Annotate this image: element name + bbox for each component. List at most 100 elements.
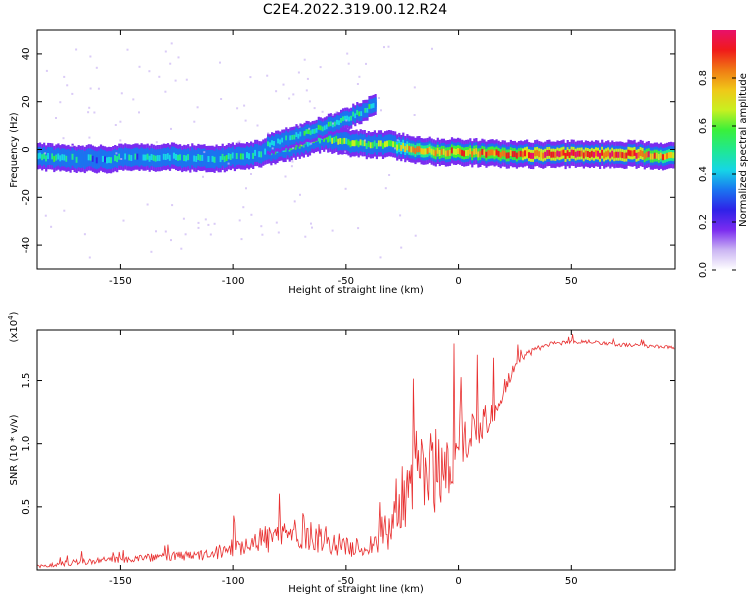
spectral-ridge-cell [485,151,488,158]
spectral-noise-cell [364,139,366,142]
spectral-noise-cell [87,111,90,114]
spectral-noise-cell [132,98,135,101]
spectral-noise-cell [55,117,57,119]
spectral-noise-cell [59,101,62,104]
spectrogram-x-tick-label: -100 [222,276,245,287]
spectral-ridge-cell [59,155,62,162]
spectral-ridge-cell [73,155,76,162]
spectral-ridge-cell [526,149,529,156]
spectrogram-x-tick-label: 0 [455,276,461,287]
spectral-ridge-cell [258,151,261,158]
spectral-branch-cell [370,103,373,109]
spectral-noise-cell [63,75,66,78]
spectral-noise-cell [219,61,221,64]
spectral-ridge-cell [639,150,642,156]
spectral-noise-cell [114,124,117,126]
spectral-ridge-cell [47,153,50,159]
spectral-ridge-cell [128,154,131,161]
spectral-ridge-cell [586,151,590,157]
spectral-ridge-cell [343,137,346,144]
spectral-ridge-cell [341,138,344,145]
spectral-ridge-cell [519,150,523,157]
spectral-ridge-cell [351,140,354,147]
spectral-ridge-cell [461,149,464,156]
spectral-branch-cell [281,137,284,143]
spectral-ridge-cell [244,153,247,160]
spectral-noise-cell [277,231,280,234]
spectral-noise-cell [45,69,48,72]
spectral-branch-cell [299,131,302,137]
spectral-branch-cell [372,103,375,108]
spectral-noise-cell [311,226,313,229]
spectral-ridge-cell [390,140,393,147]
spectral-noise-cell [71,92,74,95]
spectral-ridge-cell [507,152,510,159]
spectral-ridge-cell [588,152,592,158]
spectral-branch-cell [354,113,357,119]
spectral-ridge-cell [450,147,454,154]
snr-panel: -150 -100 -50 0 50 0.5 1.0 1.5 Height of strai… [7,311,676,595]
spectral-ridge-cell [248,153,251,160]
spectral-branch-cell [323,125,326,131]
spectral-ridge-cell [231,152,234,159]
spectral-ridge-cell [250,151,253,158]
spectral-branch-cell [319,125,322,131]
spectral-ridge-cell [434,150,437,157]
spectral-noise-cell [170,239,172,242]
spectral-ridge-cell [144,154,147,161]
spectral-ridge-cell [154,155,157,162]
colorbar-gradient [712,30,736,270]
spectral-ridge-cell [215,154,218,161]
spectral-noise-cell [275,90,278,93]
spectral-ridge-cell [191,153,194,160]
snr-marks [36,334,675,569]
spectral-ridge-cell [158,155,161,162]
spectral-ridge-cell [664,153,667,160]
spectral-noise-cell [89,87,92,90]
spectral-ridge-cell [605,151,608,158]
spectral-ridge-cell [670,151,673,158]
spectral-ridge-cell [412,146,415,153]
spectral-branch-cell [325,124,328,130]
spectral-noise-cell [171,204,174,207]
spectral-ridge-cell [564,152,567,159]
spectral-ridge-cell [172,152,176,159]
spectral-ridge-cell [156,155,159,162]
spectral-ridge-cell [365,143,368,149]
spectral-ridge-cell [633,149,636,156]
spectrogram-y-tick-label: 0 [21,146,32,152]
spectral-ridge-cell [241,153,245,160]
spectral-noise-cell [63,209,66,212]
colorbar-tick-label: 0.0 [698,262,709,278]
spectral-noise-cell [71,145,74,147]
spectral-noise-cell [182,217,185,220]
spectral-ridge-cell [463,150,466,157]
spectral-noise-cell [207,223,210,226]
colorbar-tick-label: 0.2 [698,214,709,230]
spectral-ridge-cell [432,149,435,156]
spectral-branch-cell [360,111,363,116]
spectral-ridge-cell [422,148,425,155]
spectral-noise-cell [44,214,47,217]
spectral-ridge-cell [371,142,374,149]
spectral-ridge-cell [175,154,178,160]
spectral-ridge-cell [337,138,340,145]
spectral-noise-cell [220,98,223,100]
spectral-noise-cell [298,125,301,128]
spectral-ridge-cell [576,150,579,157]
spectral-ridge-cell [392,141,395,148]
spectral-ridge-cell [611,150,614,157]
spectral-noise-cell [413,86,416,89]
spectral-ridge-cell [185,155,188,162]
spectral-ridge-cell [217,156,220,163]
spectral-ridge-cell [116,156,119,163]
spectral-ridge-cell [189,156,192,163]
spectral-noise-cell [88,136,91,139]
spectral-ridge-cell [51,153,54,160]
spectral-ridge-cell [414,148,417,154]
snr-scale-label: (x104) [7,311,20,342]
spectral-ridge-cell [306,140,310,147]
spectral-ridge-cell [69,156,72,163]
spectral-noise-cell [288,97,291,100]
spectrogram-y-tick-label: 20 [21,95,32,108]
